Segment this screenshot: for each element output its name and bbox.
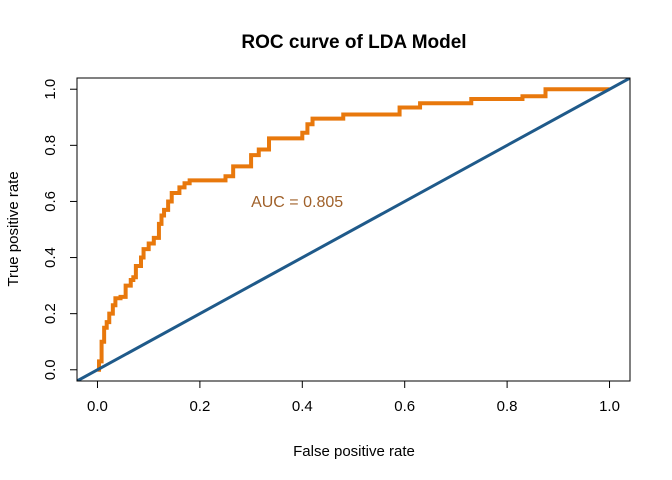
y-tick-label: 1.0 — [42, 79, 59, 100]
chart-title: ROC curve of LDA Model — [241, 32, 466, 53]
y-tick-label: 0.8 — [42, 135, 59, 156]
auc-annotation: AUC = 0.805 — [251, 194, 343, 211]
x-tick-label: 0.8 — [497, 398, 518, 415]
x-tick-label: 1.0 — [599, 398, 620, 415]
x-tick-label: 0.2 — [189, 398, 210, 415]
x-tick-label: 0.0 — [87, 398, 108, 415]
roc-curve-line — [97, 87, 610, 372]
y-tick-label: 0.6 — [42, 191, 59, 212]
y-tick-label: 0.2 — [42, 303, 59, 324]
x-tick-label: 0.6 — [394, 398, 415, 415]
y-tick-label: 0.0 — [42, 359, 59, 380]
y-tick-label: 0.4 — [42, 247, 59, 268]
y-axis-label: True positive rate — [5, 171, 22, 286]
diagonal-reference-line — [77, 78, 630, 381]
x-axis-label: False positive rate — [293, 443, 415, 460]
x-tick-label: 0.4 — [292, 398, 313, 415]
